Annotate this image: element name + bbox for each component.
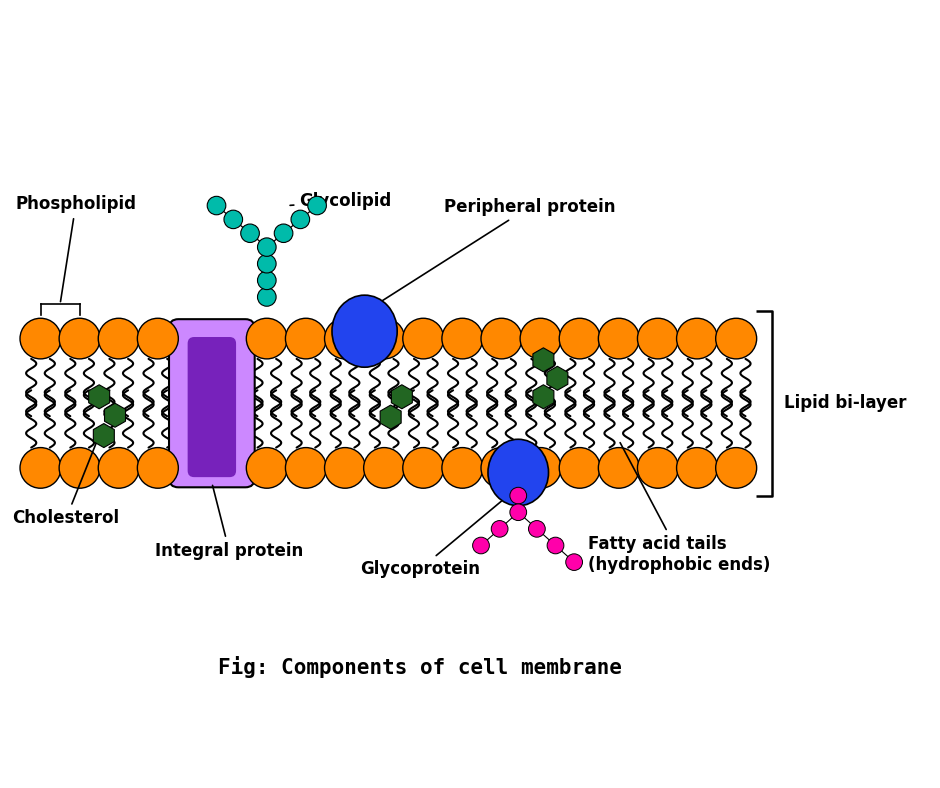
Circle shape: [677, 318, 717, 359]
Polygon shape: [547, 366, 568, 390]
Ellipse shape: [488, 439, 549, 506]
Circle shape: [59, 448, 100, 489]
Circle shape: [473, 537, 490, 554]
Circle shape: [492, 521, 508, 537]
Text: Glycoprotein: Glycoprotein: [360, 492, 511, 578]
FancyBboxPatch shape: [169, 319, 255, 487]
Circle shape: [547, 537, 564, 554]
Circle shape: [258, 271, 276, 290]
Polygon shape: [380, 405, 401, 429]
Polygon shape: [533, 385, 554, 409]
Circle shape: [566, 554, 583, 571]
Circle shape: [481, 448, 522, 489]
Text: Integral protein: Integral protein: [155, 485, 304, 559]
Circle shape: [637, 448, 679, 489]
Circle shape: [137, 318, 179, 359]
Circle shape: [520, 318, 561, 359]
Circle shape: [364, 448, 404, 489]
Text: Fatty acid tails
(hydrophobic ends): Fatty acid tails (hydrophobic ends): [588, 443, 771, 574]
Circle shape: [246, 448, 288, 489]
Circle shape: [677, 448, 717, 489]
Text: Phospholipid: Phospholipid: [15, 195, 136, 302]
Circle shape: [637, 318, 679, 359]
Circle shape: [481, 318, 522, 359]
Circle shape: [246, 318, 288, 359]
Circle shape: [715, 318, 757, 359]
Text: Fig: Components of cell membrane: Fig: Components of cell membrane: [218, 656, 622, 678]
Circle shape: [528, 521, 545, 537]
Circle shape: [20, 318, 61, 359]
Polygon shape: [88, 385, 110, 409]
Circle shape: [307, 196, 326, 215]
Circle shape: [224, 210, 243, 229]
FancyBboxPatch shape: [188, 337, 236, 478]
Circle shape: [559, 318, 601, 359]
Circle shape: [258, 238, 276, 256]
Circle shape: [258, 255, 276, 273]
Text: Cholesterol: Cholesterol: [12, 438, 119, 527]
Circle shape: [599, 448, 639, 489]
Circle shape: [442, 318, 483, 359]
Ellipse shape: [332, 296, 398, 367]
Circle shape: [509, 504, 526, 521]
Polygon shape: [391, 385, 413, 409]
Circle shape: [99, 448, 139, 489]
Circle shape: [274, 224, 293, 243]
Circle shape: [286, 448, 326, 489]
Circle shape: [207, 196, 226, 215]
Polygon shape: [533, 348, 554, 372]
Text: Lipid bi-layer: Lipid bi-layer: [784, 394, 906, 412]
Circle shape: [324, 448, 366, 489]
Circle shape: [137, 448, 179, 489]
Circle shape: [402, 448, 444, 489]
Circle shape: [324, 318, 366, 359]
Text: Glycolipid: Glycolipid: [290, 192, 392, 210]
Polygon shape: [93, 424, 115, 448]
Circle shape: [520, 448, 561, 489]
Circle shape: [599, 318, 639, 359]
Circle shape: [258, 288, 276, 307]
Circle shape: [291, 210, 309, 229]
Circle shape: [241, 224, 259, 243]
Circle shape: [559, 448, 601, 489]
Circle shape: [509, 487, 526, 504]
Text: Peripheral protein: Peripheral protein: [371, 198, 616, 307]
Circle shape: [442, 448, 483, 489]
Circle shape: [402, 318, 444, 359]
Circle shape: [286, 318, 326, 359]
Polygon shape: [104, 403, 126, 427]
Circle shape: [59, 318, 100, 359]
Circle shape: [99, 318, 139, 359]
Circle shape: [20, 448, 61, 489]
Circle shape: [715, 448, 757, 489]
Circle shape: [364, 318, 404, 359]
